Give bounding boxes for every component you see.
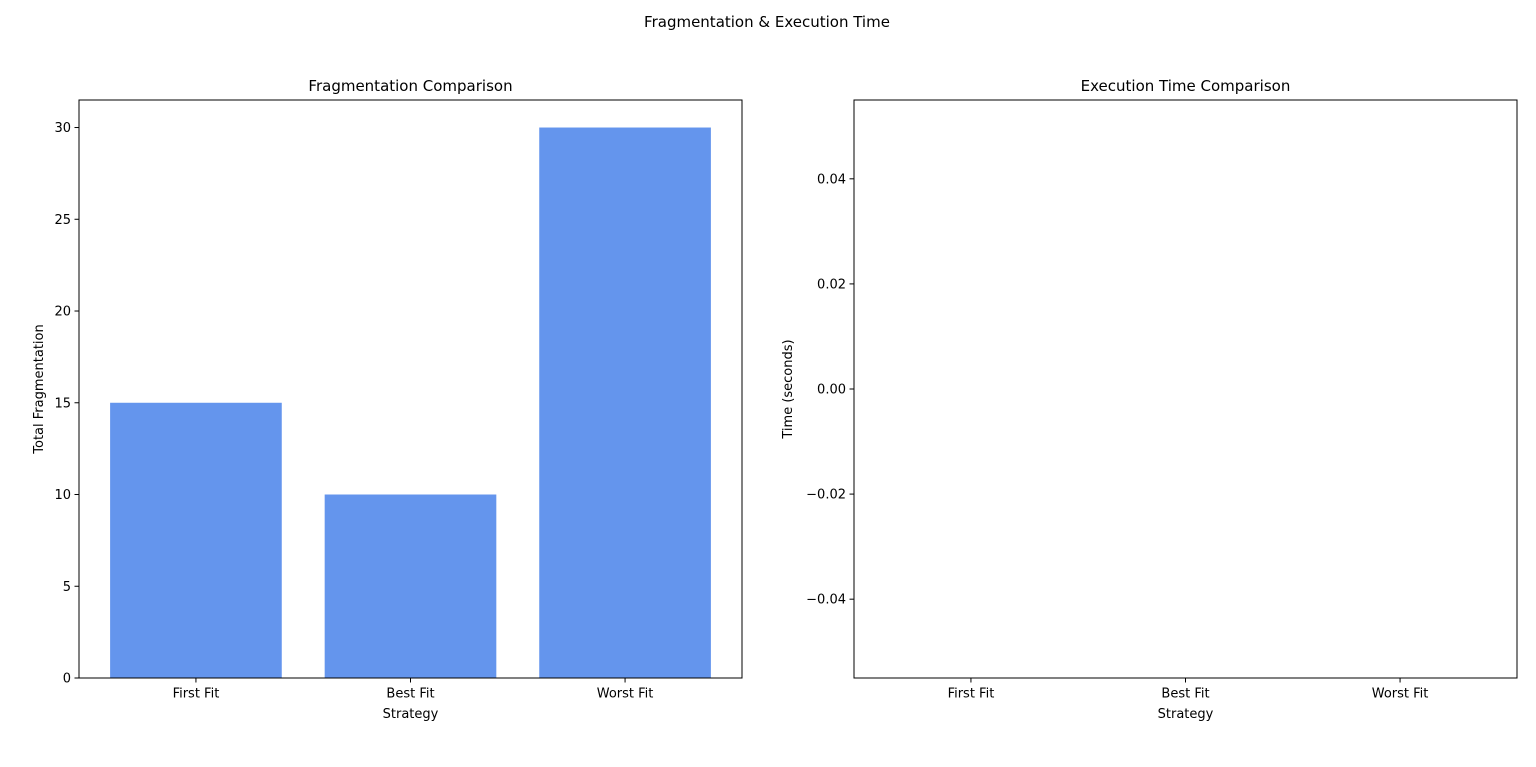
chart-execution-time: −0.04 −0.02 0.00 0.02 0.04 First Fit Best Fit W… [781, 77, 1518, 722]
y-tick-label: 0.00 [817, 383, 846, 398]
y-tick-label: 30 [54, 121, 71, 136]
y-tick-label: −0.04 [806, 593, 846, 608]
x-tick-label: First Fit [948, 687, 995, 702]
bar-first-fit [110, 402, 282, 678]
y-tick-label: 15 [54, 396, 71, 411]
x-tick-label: Worst Fit [597, 687, 654, 702]
chart-fragmentation: 0 5 10 15 20 25 30 First Fit Best Fit Worst Fit Fr… [32, 77, 743, 722]
y-tick-label: 5 [63, 580, 71, 595]
y-axis-label: Total Fragmentation [32, 324, 47, 454]
chart-panels: 0 5 10 15 20 25 30 First Fit Best Fit Worst Fit Fr… [32, 77, 1518, 722]
y-tick-label: 10 [54, 488, 71, 503]
y-tick-label: 0.02 [817, 277, 846, 292]
chart-title: Execution Time Comparison [1081, 77, 1291, 95]
bar-worst-fit [539, 127, 711, 678]
x-tick-label: Best Fit [386, 687, 434, 702]
x-tick-label: Worst Fit [1372, 687, 1429, 702]
y-tick-label: 0 [63, 672, 71, 687]
y-tick-label: 20 [54, 305, 71, 320]
chart-title: Fragmentation Comparison [308, 77, 512, 95]
y-tick-label: 0.04 [817, 172, 846, 187]
bar-best-fit [324, 494, 497, 678]
y-tick-label: 25 [54, 213, 71, 228]
y-axis-label: Time (seconds) [781, 339, 796, 439]
x-axis-label: Strategy [1158, 707, 1214, 722]
x-axis-label: Strategy [383, 707, 439, 722]
y-tick-label: −0.02 [806, 488, 846, 503]
x-tick-label: First Fit [173, 687, 220, 702]
figure-title: Fragmentation & Execution Time [644, 13, 890, 31]
x-tick-label: Best Fit [1161, 687, 1209, 702]
